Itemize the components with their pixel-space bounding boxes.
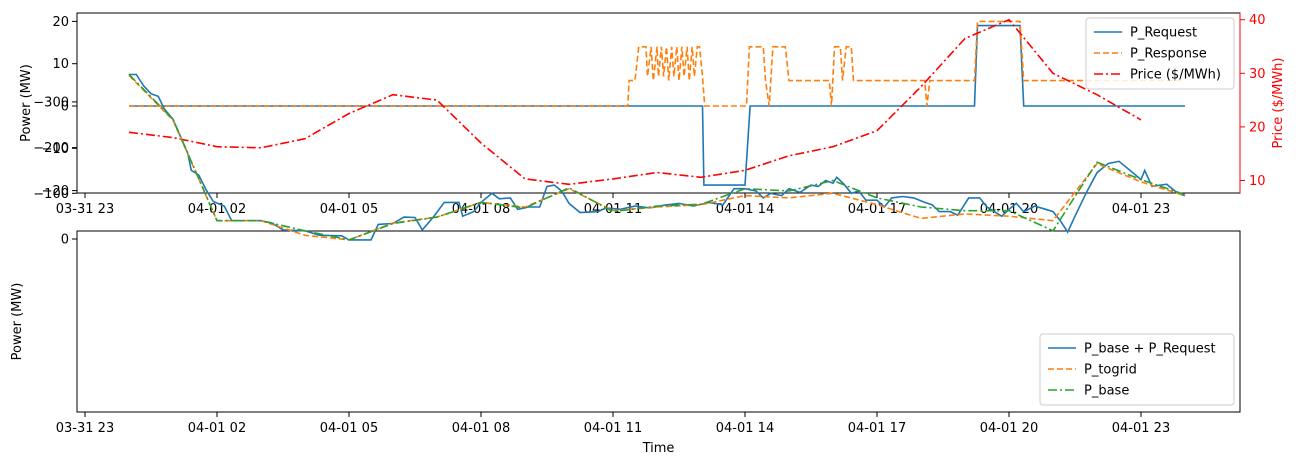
- bottom-ytick-label: −100: [33, 187, 69, 202]
- bottom-ptogrid-line: [128, 74, 1186, 241]
- bottom-legend-label: P_base + P_Request: [1084, 342, 1216, 357]
- top-y2tick-label: 20: [1249, 120, 1266, 135]
- top-presponse-line: [129, 20, 1185, 107]
- top-xtick-label: 04-01 14: [716, 202, 774, 217]
- top-ytick-label: −20: [42, 184, 69, 199]
- top-xtick-label: 04-01 23: [1112, 202, 1170, 217]
- top-chart: 03-31 23 04-01 02 04-01 05 04-01 08 04-01 11…: [19, 12, 1286, 217]
- top-prequest-line: [129, 24, 1185, 186]
- bottom-xtick-label: 04-01 05: [320, 421, 378, 436]
- top-xtick-label: 04-01 11: [584, 202, 642, 217]
- top-y2label: Price ($/MWh): [1271, 58, 1286, 149]
- top-frame: [76, 12, 1241, 194]
- top-y2tick-label: 40: [1249, 13, 1266, 28]
- bottom-ylabel: Power (MW): [10, 283, 25, 361]
- bottom-xtick-label: 04-01 17: [848, 421, 906, 436]
- top-ytick-label: 10: [52, 57, 69, 72]
- bottom-xtick-label: 03-31 23: [56, 421, 114, 436]
- top-legend-box: [1085, 17, 1235, 90]
- bottom-frame: [76, 230, 1241, 413]
- bottom-xtick-label: 04-01 11: [584, 421, 642, 436]
- top-legend-label: P_Response: [1130, 47, 1207, 62]
- top-y2tick-label: 30: [1249, 67, 1266, 82]
- top-xtick-label: 03-31 23: [56, 202, 114, 217]
- bottom-xtick-label: 04-01 14: [716, 421, 774, 436]
- top-ytick-label: −10: [42, 142, 69, 157]
- top-xtick-label: 04-01 05: [320, 202, 378, 217]
- top-xtick-label: 04-01 08: [452, 202, 510, 217]
- top-legend-label: P_Request: [1130, 26, 1197, 41]
- bottom-xlabel: Time: [642, 441, 675, 456]
- bottom-xtick-label: 04-01 08: [452, 421, 510, 436]
- bottom-xtick-label: 04-01 02: [188, 421, 246, 436]
- top-legend-label: Price ($/MWh): [1130, 68, 1221, 83]
- top-ylabel: Power (MW): [19, 64, 34, 142]
- top-xtick-label: 04-01 02: [188, 202, 246, 217]
- bottom-ytick-label: −300: [33, 95, 69, 110]
- bottom-legend-label: P_base: [1084, 384, 1129, 399]
- bottom-chart: 03-31 23 04-01 02 04-01 05 04-01 08 04-01 11…: [10, 73, 1241, 456]
- top-y2tick-label: 10: [1249, 174, 1266, 189]
- bottom-xtick-label: 04-01 23: [1112, 421, 1170, 436]
- bottom-legend-box: [1039, 333, 1235, 406]
- top-ytick-label: 20: [52, 15, 69, 30]
- bottom-ytick-label: 0: [61, 233, 69, 248]
- bottom-ytick-label: −200: [33, 141, 69, 156]
- top-xtick-label: 04-01 17: [848, 202, 906, 217]
- bottom-xtick-label: 04-01 20: [980, 421, 1038, 436]
- top-ytick-label: 0: [61, 100, 69, 115]
- bottom-pbase-line: [128, 73, 1186, 241]
- bottom-legend-label: P_togrid: [1084, 363, 1137, 378]
- top-pricemwh-line: [128, 18, 1142, 186]
